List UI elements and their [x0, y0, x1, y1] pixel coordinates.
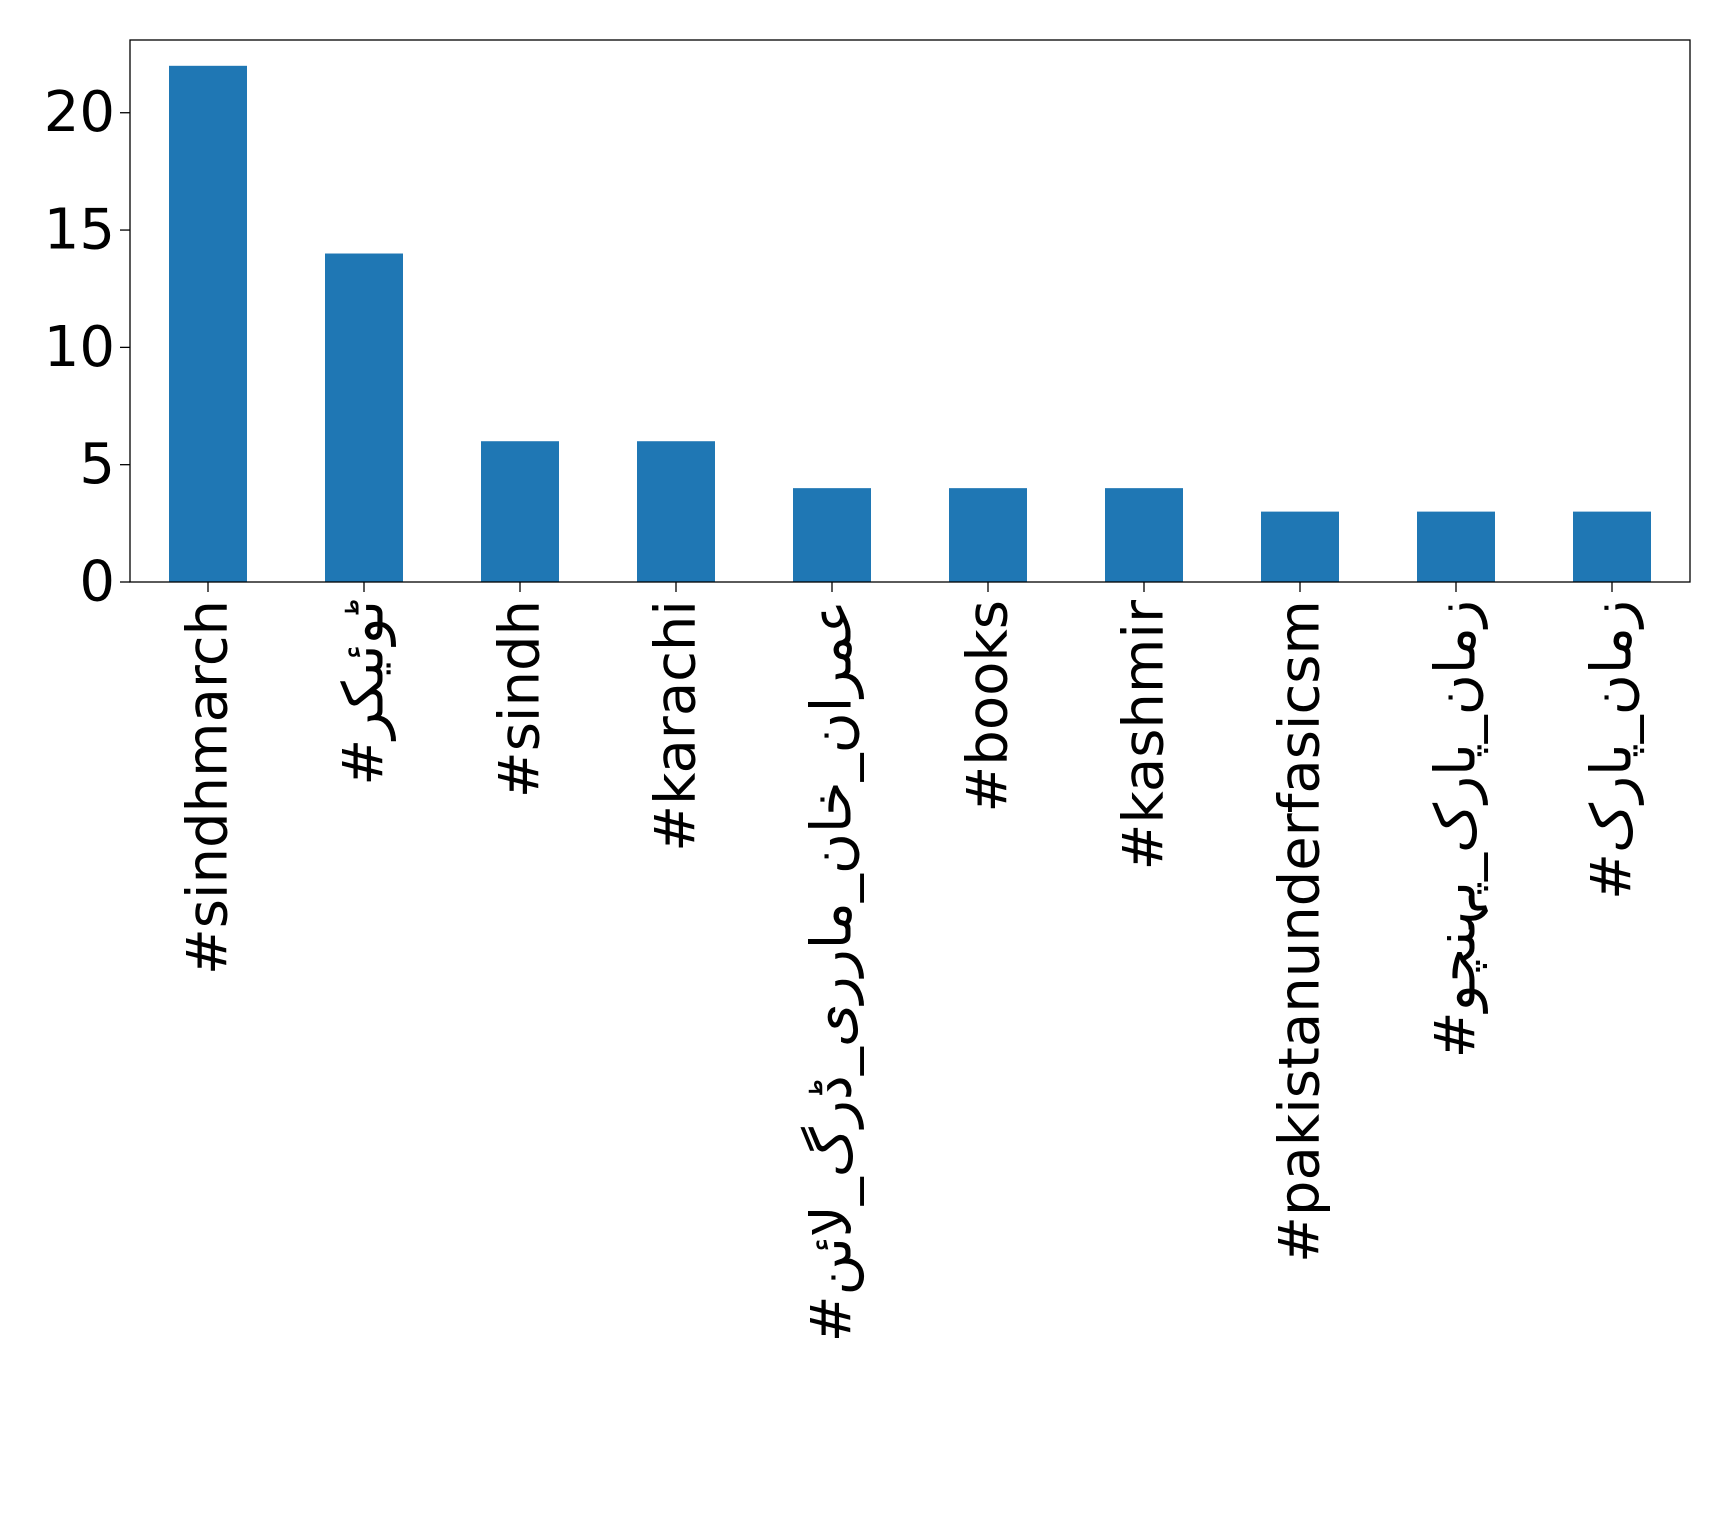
y-tick-label: 10	[44, 315, 115, 380]
bar	[949, 488, 1027, 582]
x-axis: #sindhmarch #ٹوئیکر #sindh #karachi #عمران_خ…	[176, 582, 1645, 1342]
bar	[637, 441, 715, 582]
bar	[481, 441, 559, 582]
bar	[169, 65, 247, 583]
bar	[325, 253, 403, 583]
bar	[1573, 511, 1651, 582]
x-tick-label: #karachi	[644, 600, 709, 852]
x-tick-label: #kashmir	[1112, 599, 1177, 870]
x-tick-label: #زمان_پارک	[1580, 600, 1645, 900]
x-tick-label: #sindh	[488, 600, 553, 798]
y-tick-label: 15	[44, 198, 115, 263]
bar	[1105, 488, 1183, 582]
bar	[1417, 511, 1495, 582]
x-tick-label: #زمان_پارک_پہنچو	[1424, 600, 1489, 1058]
y-axis: 0 5 10 15 20	[44, 80, 130, 615]
bars-group	[169, 65, 1651, 583]
x-tick-label: #ٹوئیکر	[332, 600, 397, 786]
x-tick-label: #books	[956, 600, 1021, 813]
bar	[793, 488, 871, 582]
x-tick-label: #pakistanunderfasicsm	[1268, 600, 1333, 1263]
y-tick-label: 20	[44, 80, 115, 145]
y-tick-label: 0	[79, 550, 115, 615]
x-tick-label: #sindhmarch	[176, 600, 241, 975]
y-tick-label: 5	[79, 432, 115, 497]
plot-frame	[129, 39, 1691, 583]
bar	[1261, 511, 1339, 582]
x-tick-label: #عمران_خان_مارری_ڈرگ_لائن	[800, 600, 865, 1342]
